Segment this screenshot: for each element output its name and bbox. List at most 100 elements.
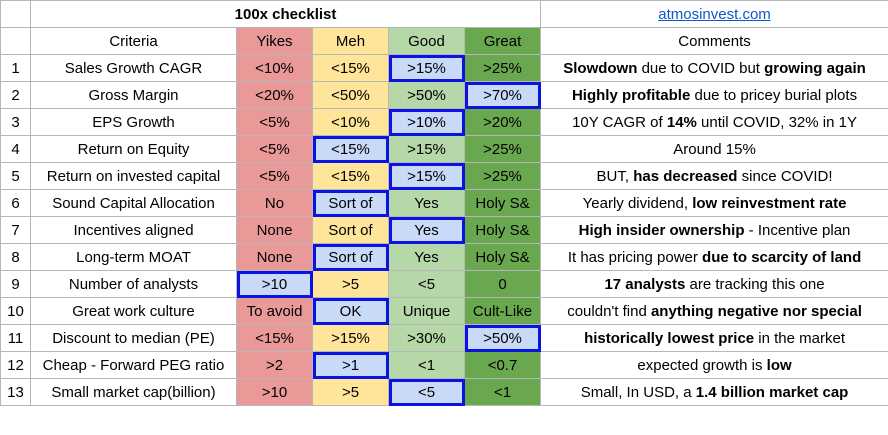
criteria-cell[interactable]: Return on Equity xyxy=(30,135,237,163)
yikes-cell[interactable]: No xyxy=(236,189,313,217)
meh-cell[interactable]: >1 xyxy=(312,351,389,379)
row-number[interactable]: 13 xyxy=(0,378,31,406)
great-cell[interactable]: <1 xyxy=(463,378,542,406)
criteria-cell[interactable]: Sound Capital Allocation xyxy=(30,189,237,217)
comment-cell[interactable]: Slowdown due to COVID but growing again xyxy=(540,54,888,82)
meh-cell[interactable]: Sort of xyxy=(312,189,389,217)
empty-cell[interactable] xyxy=(0,0,31,28)
yikes-cell[interactable]: <20% xyxy=(236,81,313,109)
good-cell[interactable]: >30% xyxy=(388,324,465,352)
criteria-cell[interactable]: Discount to median (PE) xyxy=(30,324,237,352)
row-number[interactable]: 6 xyxy=(0,189,31,217)
row-number[interactable]: 2 xyxy=(0,81,31,109)
great-cell[interactable]: >25% xyxy=(463,135,542,163)
yikes-cell[interactable]: To avoid xyxy=(236,297,313,325)
good-cell[interactable]: >50% xyxy=(388,81,465,109)
criteria-cell[interactable]: EPS Growth xyxy=(30,108,237,136)
row-number[interactable]: 5 xyxy=(0,162,31,190)
row-number[interactable]: 8 xyxy=(0,243,31,271)
comment-cell[interactable]: 17 analysts are tracking this one xyxy=(540,270,888,298)
criteria-cell[interactable]: Cheap - Forward PEG ratio xyxy=(30,351,237,379)
good-cell[interactable]: Unique xyxy=(388,297,465,325)
yikes-cell[interactable]: None xyxy=(236,216,313,244)
good-cell[interactable]: <5 xyxy=(388,270,465,298)
comment-cell[interactable]: expected growth is low xyxy=(540,351,888,379)
criteria-cell[interactable]: Long-term MOAT xyxy=(30,243,237,271)
yikes-cell[interactable]: >10 xyxy=(236,378,313,406)
meh-cell[interactable]: >5 xyxy=(312,270,389,298)
comment-cell[interactable]: Yearly dividend, low reinvestment rate xyxy=(540,189,888,217)
yikes-cell[interactable]: <5% xyxy=(236,108,313,136)
website-link[interactable]: atmosinvest.com xyxy=(540,0,888,28)
criteria-cell[interactable]: Gross Margin xyxy=(30,81,237,109)
good-cell[interactable]: Yes xyxy=(388,243,465,271)
good-cell[interactable]: Yes xyxy=(388,189,465,217)
yikes-cell[interactable]: <15% xyxy=(236,324,313,352)
meh-cell[interactable]: >5 xyxy=(312,378,389,406)
meh-cell[interactable]: <15% xyxy=(312,54,389,82)
row-number[interactable]: 7 xyxy=(0,216,31,244)
meh-cell[interactable]: <15% xyxy=(312,162,389,190)
yikes-cell[interactable]: >10 xyxy=(236,270,313,298)
criteria-cell[interactable]: Number of analysts xyxy=(30,270,237,298)
yikes-cell[interactable]: >2 xyxy=(236,351,313,379)
great-cell[interactable]: >50% xyxy=(463,324,542,352)
header-comments[interactable]: Comments xyxy=(540,27,888,55)
good-cell[interactable]: >15% xyxy=(388,54,465,82)
meh-cell[interactable]: Sort of xyxy=(312,243,389,271)
great-cell[interactable]: >25% xyxy=(463,162,542,190)
good-cell[interactable]: Yes xyxy=(388,216,465,244)
great-cell[interactable]: <0.7 xyxy=(463,351,542,379)
header-yikes[interactable]: Yikes xyxy=(236,27,313,55)
criteria-cell[interactable]: Great work culture xyxy=(30,297,237,325)
row-number[interactable]: 3 xyxy=(0,108,31,136)
great-cell[interactable]: Holy S& xyxy=(463,243,542,271)
great-cell[interactable]: Holy S& xyxy=(463,216,542,244)
good-cell[interactable]: >15% xyxy=(388,162,465,190)
great-cell[interactable]: 0 xyxy=(463,270,542,298)
good-cell[interactable]: <5 xyxy=(388,378,465,406)
great-cell[interactable]: Holy S& xyxy=(463,189,542,217)
yikes-cell[interactable]: <5% xyxy=(236,135,313,163)
row-number[interactable]: 10 xyxy=(0,297,31,325)
row-number[interactable]: 11 xyxy=(0,324,31,352)
header-good[interactable]: Good xyxy=(388,27,465,55)
criteria-cell[interactable]: Incentives aligned xyxy=(30,216,237,244)
row-number[interactable]: 4 xyxy=(0,135,31,163)
header-criteria[interactable]: Criteria xyxy=(30,27,237,55)
row-number[interactable]: 12 xyxy=(0,351,31,379)
yikes-cell[interactable]: None xyxy=(236,243,313,271)
row-number[interactable]: 1 xyxy=(0,54,31,82)
header-great[interactable]: Great xyxy=(463,27,542,55)
meh-cell[interactable]: OK xyxy=(312,297,389,325)
great-cell[interactable]: >70% xyxy=(463,81,542,109)
comment-cell[interactable]: Highly profitable due to pricey burial p… xyxy=(540,81,888,109)
great-cell[interactable]: >20% xyxy=(463,108,542,136)
yikes-cell[interactable]: <10% xyxy=(236,54,313,82)
criteria-cell[interactable]: Sales Growth CAGR xyxy=(30,54,237,82)
comment-cell[interactable]: BUT, has decreased since COVID! xyxy=(540,162,888,190)
comment-cell[interactable]: It has pricing power due to scarcity of … xyxy=(540,243,888,271)
yikes-cell[interactable]: <5% xyxy=(236,162,313,190)
criteria-cell[interactable]: Return on invested capital xyxy=(30,162,237,190)
empty-cell[interactable] xyxy=(0,27,31,55)
good-cell[interactable]: >15% xyxy=(388,135,465,163)
meh-cell[interactable]: Sort of xyxy=(312,216,389,244)
header-meh[interactable]: Meh xyxy=(312,27,389,55)
comment-cell[interactable]: High insider ownership - Incentive plan xyxy=(540,216,888,244)
comment-cell[interactable]: historically lowest price in the market xyxy=(540,324,888,352)
great-cell[interactable]: Cult-Like xyxy=(463,297,542,325)
meh-cell[interactable]: <15% xyxy=(312,135,389,163)
comment-cell[interactable]: Around 15% xyxy=(540,135,888,163)
great-cell[interactable]: >25% xyxy=(463,54,542,82)
row-number[interactable]: 9 xyxy=(0,270,31,298)
meh-cell[interactable]: >15% xyxy=(312,324,389,352)
link-text[interactable]: atmosinvest.com xyxy=(658,5,771,23)
comment-cell[interactable]: couldn't find anything negative nor spec… xyxy=(540,297,888,325)
comment-cell[interactable]: Small, In USD, a 1.4 billion market cap xyxy=(540,378,888,406)
checklist-title[interactable]: 100x checklist xyxy=(29,0,542,28)
meh-cell[interactable]: <50% xyxy=(312,81,389,109)
good-cell[interactable]: <1 xyxy=(388,351,465,379)
criteria-cell[interactable]: Small market cap(billion) xyxy=(30,378,237,406)
meh-cell[interactable]: <10% xyxy=(312,108,389,136)
